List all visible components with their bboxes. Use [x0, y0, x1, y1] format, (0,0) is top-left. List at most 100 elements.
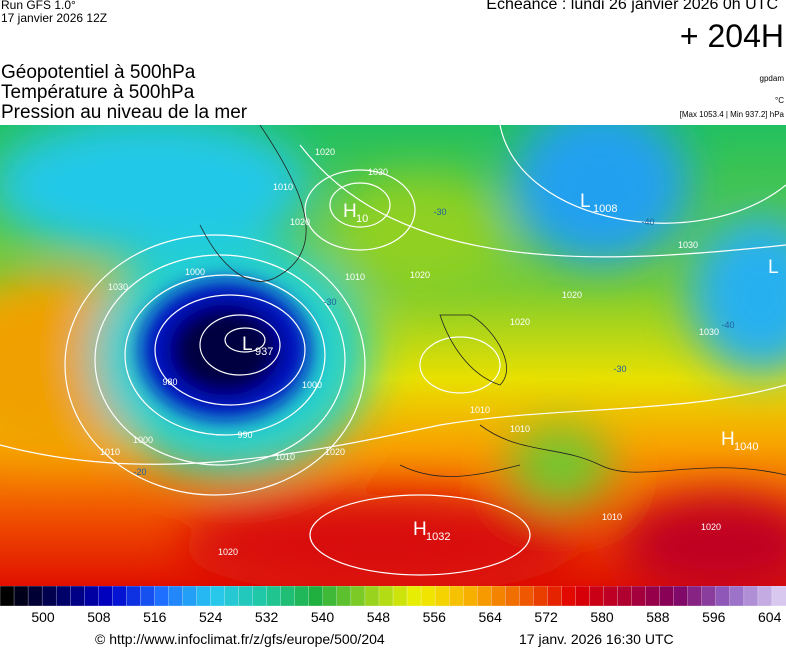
colorbar-swatch — [561, 586, 577, 606]
colorbar-swatch — [196, 586, 212, 606]
colorbar-swatch — [659, 586, 675, 606]
colorbar-swatch — [252, 586, 268, 606]
colorbar-swatch — [294, 586, 310, 606]
colorbar-swatch — [27, 586, 43, 606]
colorbar-swatch — [112, 586, 127, 606]
isobar-label: 1030 — [678, 240, 698, 250]
colorbar-swatch — [41, 586, 57, 606]
isobar-label: 1020 — [701, 522, 721, 532]
colorbar-swatch — [589, 586, 605, 606]
colorbar-label: 516 — [143, 609, 167, 625]
colorbar-swatch — [336, 586, 352, 606]
colorbar-swatch — [715, 586, 731, 606]
colorbar-swatch — [55, 586, 71, 606]
center-letter: H — [413, 519, 427, 540]
isobar-label: 1010 — [510, 424, 530, 434]
colorbar-label: 500 — [31, 609, 55, 625]
unit: °C — [775, 96, 784, 105]
isobar-label: 990 — [237, 430, 252, 440]
colorbar-swatch — [308, 586, 324, 606]
colorbar-swatch — [491, 586, 506, 606]
center-letter: L — [580, 191, 591, 212]
center-value: 1008 — [593, 203, 617, 215]
isobar-label: 1000 — [185, 267, 205, 277]
colorbar-swatch — [645, 586, 661, 606]
isobar-label: 980 — [162, 377, 177, 387]
colorbar-label: 572 — [534, 609, 558, 625]
colorbar-swatch — [631, 586, 647, 606]
isobar-label: 1030 — [368, 167, 388, 177]
colorbar-swatch — [701, 586, 717, 606]
colorbar-swatch — [617, 586, 633, 606]
colorbar-swatch — [210, 586, 226, 606]
isobar-label: 1020 — [410, 270, 430, 280]
colorbar-label: 556 — [422, 609, 446, 625]
center-letter: H — [721, 429, 735, 450]
unit: gpdam — [759, 74, 784, 83]
footer-url: © http://www.infoclimat.fr/z/gfs/europe/… — [95, 631, 385, 647]
isobar-label: 1010 — [345, 272, 365, 282]
colorbar-swatch — [729, 586, 745, 606]
cold-core — [140, 280, 310, 420]
isobars — [0, 125, 786, 576]
colorbar-swatch — [687, 586, 703, 606]
isobar-label: 1020 — [325, 447, 345, 457]
isobar-label: 1020 — [510, 317, 530, 327]
colorbar-swatch — [126, 586, 142, 606]
colorbar-swatch — [378, 586, 394, 606]
isobar-label: 1010 — [470, 405, 490, 415]
colorbar-label: 548 — [366, 609, 391, 625]
colorbar-label: 524 — [199, 609, 223, 625]
colorbar-swatch — [350, 586, 366, 606]
colorbar-swatch — [603, 586, 619, 606]
colorbar-label: 604 — [758, 609, 782, 625]
colorbar-label: 580 — [590, 609, 614, 625]
colorbar-swatch — [533, 586, 549, 606]
colorbar-swatch — [743, 586, 759, 606]
colorbar-swatch — [84, 586, 99, 606]
colorbar-label: 532 — [254, 609, 279, 625]
colorbar — [0, 586, 786, 606]
colorbar-label: 508 — [87, 609, 111, 625]
colorbar-swatch — [0, 586, 15, 606]
colorbar-swatch — [98, 586, 113, 606]
layer: Température à 500hPa — [1, 82, 195, 103]
isobar-label: 1030 — [699, 327, 719, 337]
layer: Pression au niveau de la mer — [1, 102, 248, 123]
colorbar-swatch — [673, 586, 689, 606]
coastlines — [199, 125, 786, 477]
colorbar-swatch — [154, 586, 170, 606]
colorbar-swatch — [392, 586, 408, 606]
colorbar-label: 588 — [646, 609, 670, 625]
center-letter: L — [768, 257, 779, 278]
colorbar-swatch — [182, 586, 198, 606]
colorbar-swatch — [70, 586, 85, 606]
isobar-label: 1020 — [315, 147, 335, 157]
layer: Géopotentiel à 500hPa — [1, 62, 196, 83]
colorbar-swatch — [434, 586, 450, 606]
center-letter: L — [242, 334, 253, 355]
colorbar-label: 540 — [310, 609, 335, 625]
colorbar-swatch — [168, 586, 184, 606]
isobar-label: 1020 — [290, 217, 310, 227]
unit: [Max 1053.4 | Min 937.2] hPa — [679, 110, 784, 119]
temperature-label: -30 — [613, 364, 626, 374]
colorbar-swatch — [280, 586, 296, 606]
temperature-label: -30 — [323, 297, 336, 307]
run-date: 17 janvier 2026 12Z — [1, 11, 108, 25]
footer-updated: 17 janv. 2026 16:30 UTC — [519, 631, 674, 647]
isobar-label: 1020 — [218, 547, 238, 557]
colorbar-label: 596 — [702, 609, 726, 625]
temperature-label: -30 — [433, 207, 446, 217]
colorbar-swatch — [140, 586, 156, 606]
isobar-label: 1010 — [100, 447, 120, 457]
colorbar-swatch — [420, 586, 436, 606]
temperature-label: -20 — [133, 467, 146, 477]
isobar-label: 1000 — [133, 435, 153, 445]
colorbar-swatch — [406, 586, 422, 606]
colorbar-swatch — [322, 586, 338, 606]
colorbar-swatch — [771, 586, 786, 606]
colorbar-swatch — [505, 586, 520, 606]
